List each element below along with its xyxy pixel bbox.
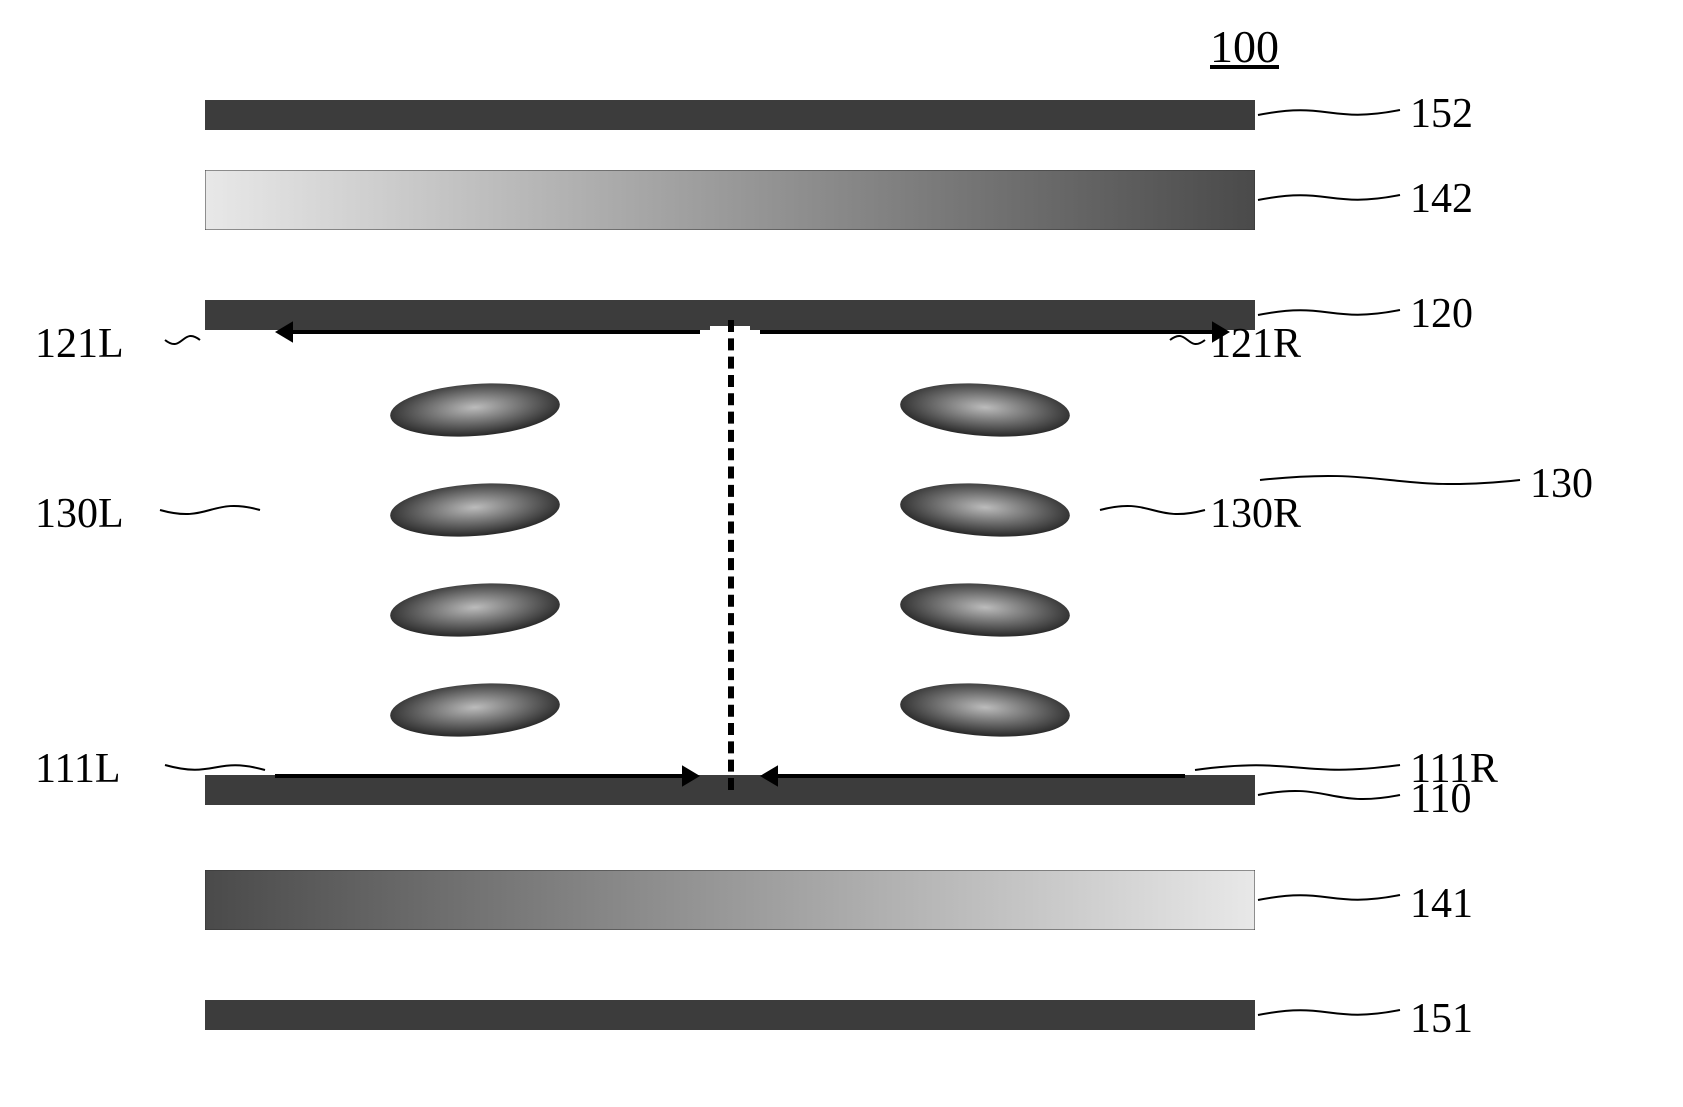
figure-canvas: 100 152 142 120 121L 121R 130L 130R 130 … xyxy=(0,0,1683,1107)
label-141: 141 xyxy=(1410,880,1473,928)
label-130R: 130R xyxy=(1210,490,1301,538)
label-111L: 111L xyxy=(35,745,121,793)
leader-lines xyxy=(0,0,1683,1107)
label-152: 152 xyxy=(1410,90,1473,138)
label-142: 142 xyxy=(1410,175,1473,223)
label-121L: 121L xyxy=(35,320,124,368)
label-110: 110 xyxy=(1410,775,1471,823)
label-151: 151 xyxy=(1410,995,1473,1043)
label-120: 120 xyxy=(1410,290,1473,338)
label-121R: 121R xyxy=(1210,320,1301,368)
label-130L: 130L xyxy=(35,490,124,538)
label-130: 130 xyxy=(1530,460,1593,508)
